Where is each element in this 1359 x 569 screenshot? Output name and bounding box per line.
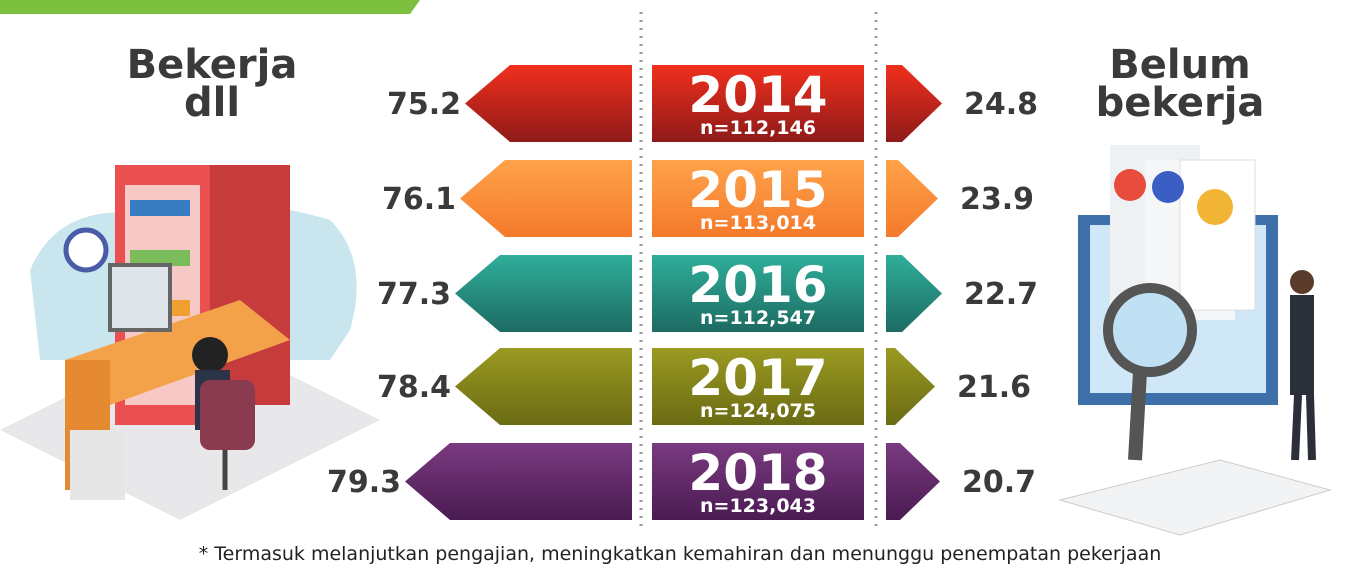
right-arrow (886, 160, 938, 237)
year: 2018 (688, 444, 827, 502)
right-value: 22.7 (964, 277, 1038, 312)
top-banner (0, 0, 420, 14)
right-heading: bekerja (1096, 80, 1265, 126)
office-illustration (0, 165, 380, 520)
left-arrow (405, 443, 632, 520)
right-arrow (886, 255, 942, 332)
job-search-illustration (1060, 145, 1330, 535)
sample-size: n=112,146 (700, 117, 816, 139)
right-arrow (886, 348, 935, 425)
right-arrow (886, 65, 942, 142)
right-value: 24.8 (964, 87, 1038, 122)
left-value: 77.3 (377, 277, 451, 312)
right-value: 21.6 (957, 370, 1031, 405)
left-value: 76.1 (382, 182, 456, 217)
left-heading: dll (184, 80, 240, 126)
right-value: 20.7 (962, 465, 1036, 500)
sample-size: n=123,043 (700, 495, 816, 517)
left-arrow (460, 160, 632, 237)
sample-size: n=113,014 (700, 212, 816, 234)
sample-size: n=112,547 (700, 307, 816, 329)
right-value: 23.9 (960, 182, 1034, 217)
year: 2015 (688, 161, 827, 219)
sample-size: n=124,075 (700, 400, 816, 422)
year: 2017 (688, 349, 827, 407)
left-arrow (455, 348, 632, 425)
infographic: Bekerja dll Belum bekerja * Termasuk mel… (0, 0, 1359, 569)
year: 2014 (688, 66, 827, 124)
left-value: 78.4 (377, 370, 451, 405)
footnote: * Termasuk melanjutkan pengajian, mening… (199, 543, 1162, 565)
year: 2016 (688, 256, 827, 314)
left-value: 79.3 (327, 465, 401, 500)
left-arrow (465, 65, 632, 142)
right-arrow (886, 443, 940, 520)
left-arrow (455, 255, 632, 332)
left-value: 75.2 (387, 87, 461, 122)
